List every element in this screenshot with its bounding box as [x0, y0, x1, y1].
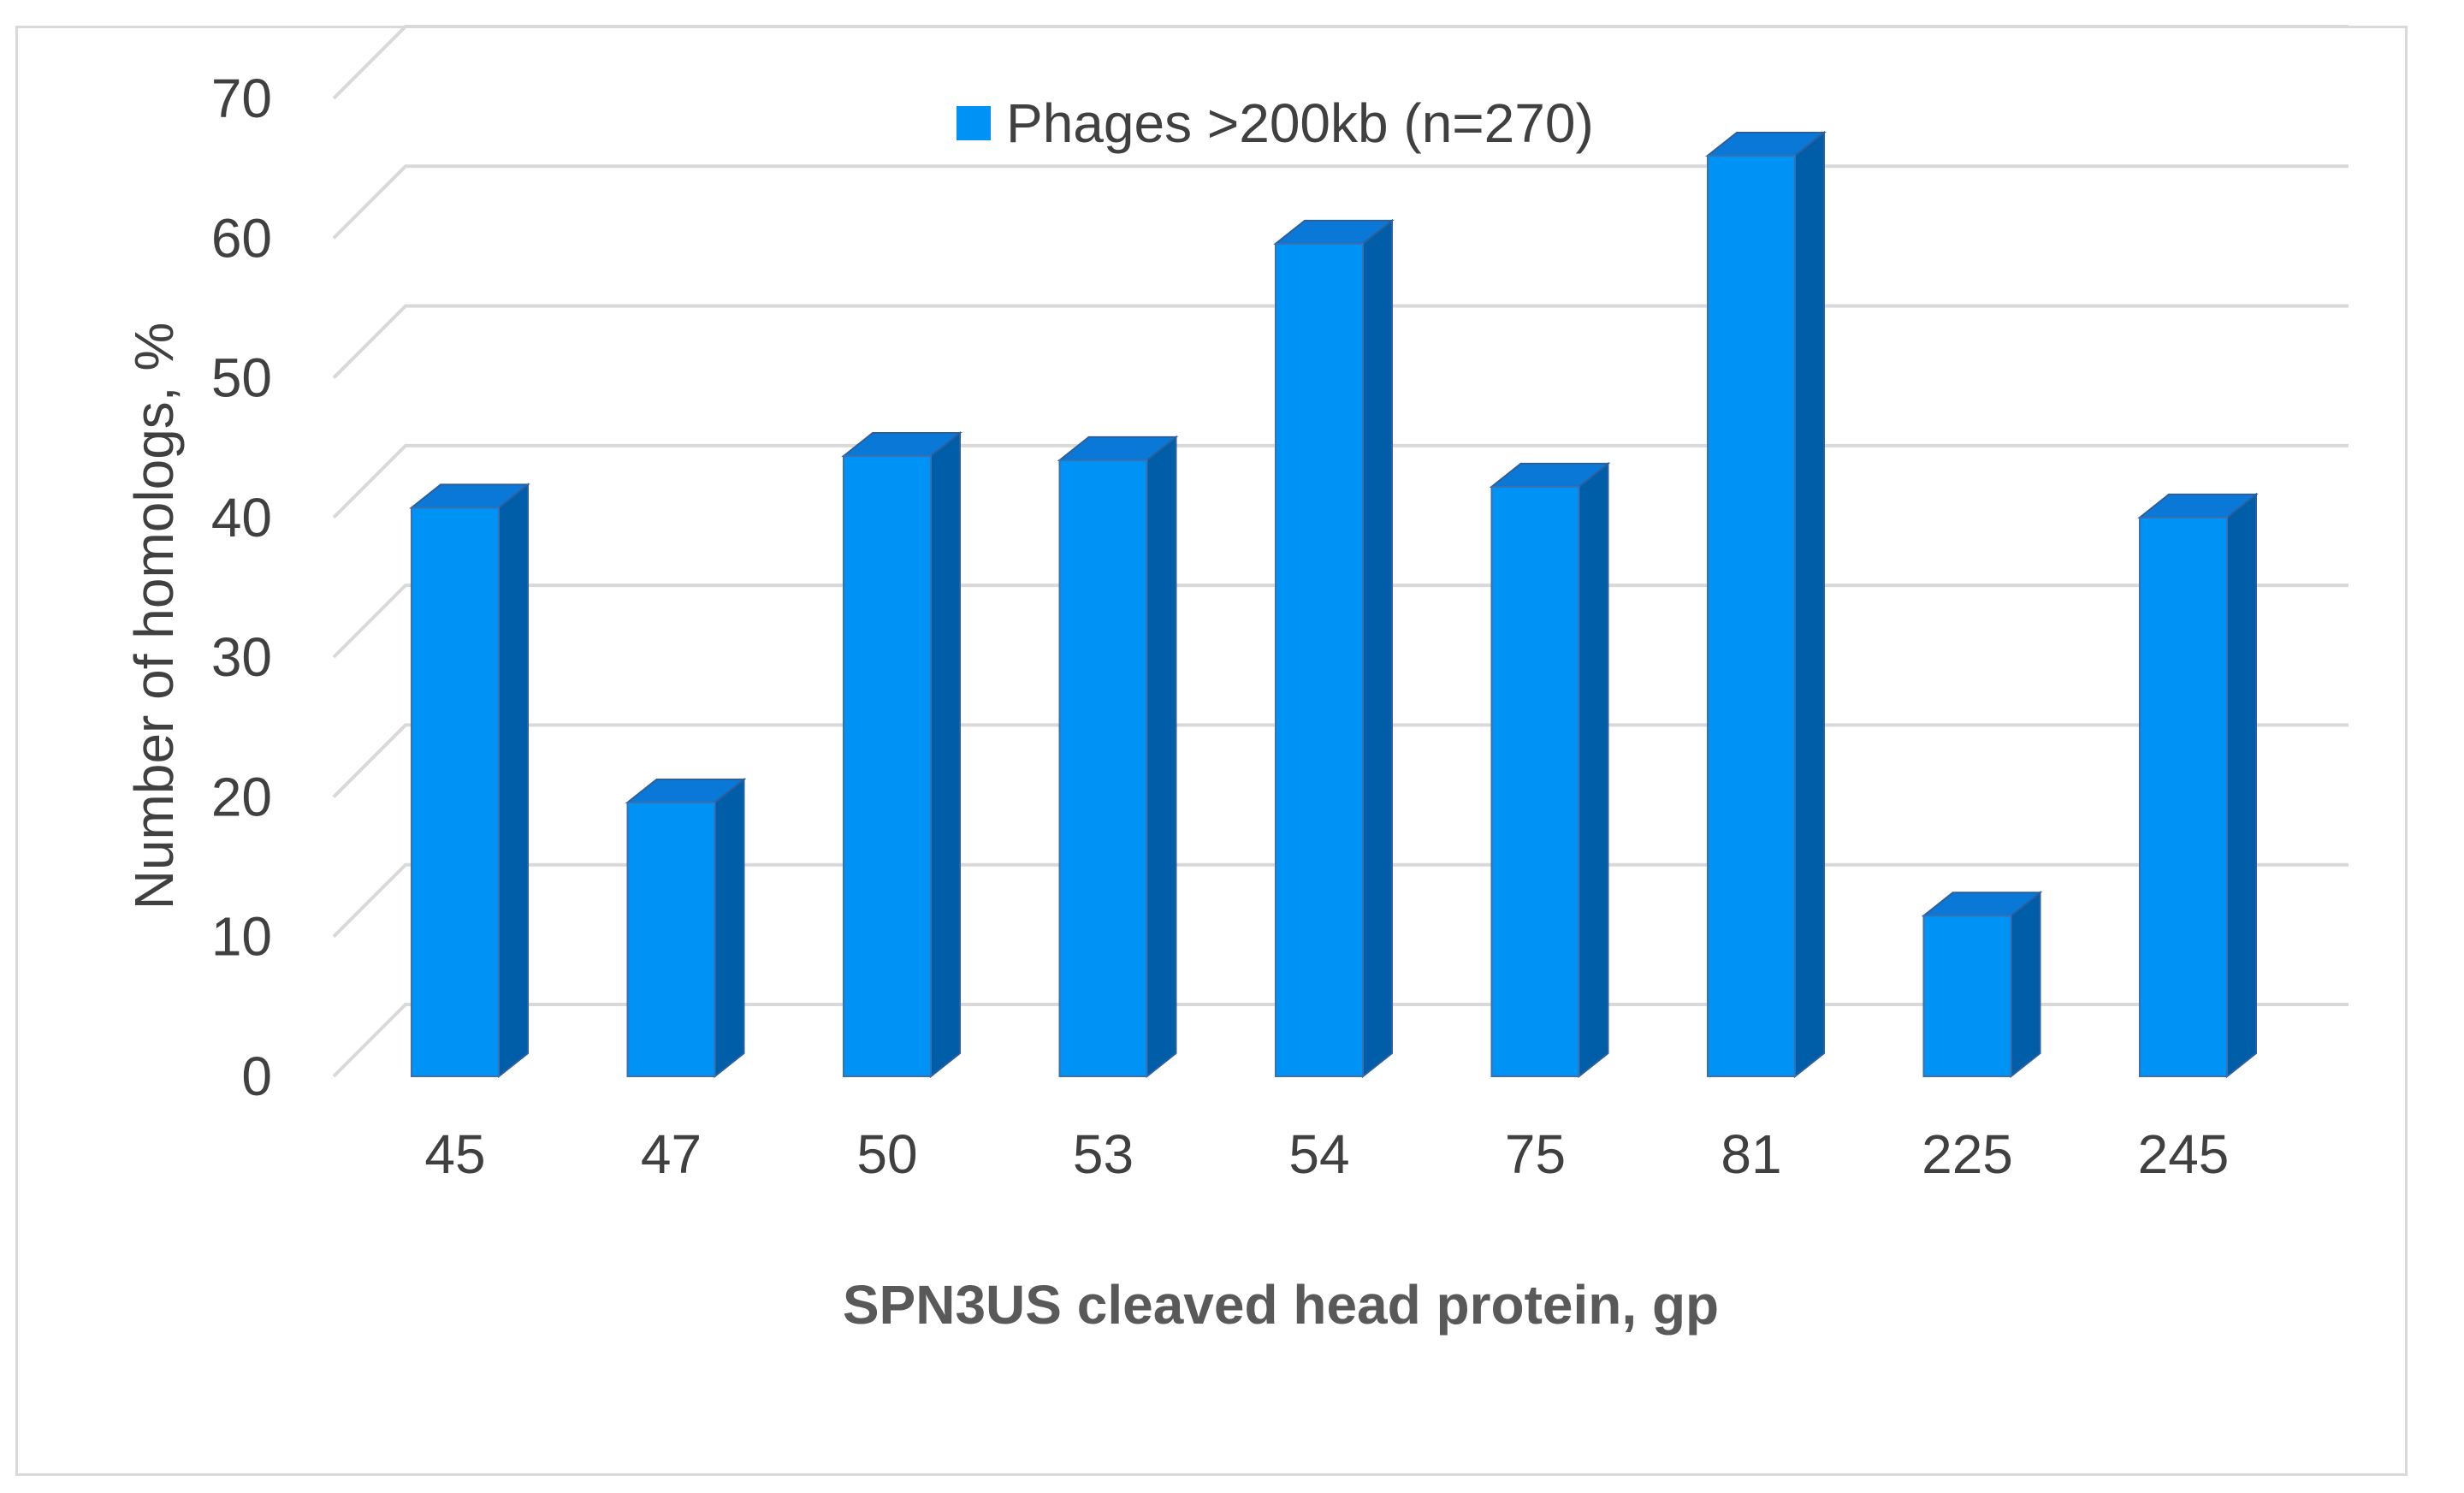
- bar-side: [1362, 218, 1393, 1079]
- x-axis-tick-labels: 45 47 50 53 54 75 81 225 245: [424, 1123, 2229, 1185]
- gridline: [332, 584, 2348, 659]
- y-axis-title: Number of homologs, %: [123, 323, 185, 910]
- x-tick-label: 54: [1288, 1123, 1349, 1185]
- bar-side: [1146, 435, 1177, 1079]
- bar-side: [2010, 891, 2041, 1079]
- x-tick-label: 75: [1505, 1123, 1566, 1185]
- bar-side: [498, 483, 529, 1079]
- y-tick-label: 50: [211, 347, 272, 409]
- bar-front: [1707, 154, 1796, 1077]
- gridlines: [332, 25, 2348, 1078]
- x-axis-title: SPN3US cleaved head protein, gp: [843, 1274, 1719, 1336]
- bar-side: [2226, 492, 2257, 1079]
- y-tick-label: 70: [211, 68, 272, 129]
- y-tick-label: 10: [211, 906, 272, 968]
- x-tick-label: 47: [641, 1123, 702, 1185]
- x-tick-label: 50: [856, 1123, 917, 1185]
- legend-swatch: [957, 106, 991, 140]
- y-tick-label: 60: [211, 207, 272, 269]
- x-tick-label: 225: [1922, 1123, 2013, 1185]
- x-tick-label: 53: [1073, 1123, 1134, 1185]
- gridline: [332, 304, 2348, 379]
- x-tick-label: 245: [2138, 1123, 2230, 1185]
- bar-side: [930, 430, 961, 1079]
- y-tick-label: 0: [241, 1046, 272, 1107]
- bar-front: [2139, 516, 2228, 1077]
- bar: [625, 777, 747, 1079]
- bar-front: [1922, 915, 2012, 1077]
- gridline: [332, 1003, 2348, 1078]
- gridline: [332, 443, 2348, 519]
- bar-front: [1275, 242, 1364, 1077]
- bar-front: [1058, 459, 1148, 1077]
- bar-side: [1578, 461, 1609, 1079]
- gridline: [332, 25, 2348, 100]
- legend: Phages >200kb (n=270): [957, 92, 1594, 154]
- y-tick-label: 30: [211, 626, 272, 688]
- x-tick-label: 45: [424, 1123, 485, 1185]
- y-tick-label: 20: [211, 766, 272, 827]
- bar-front: [1490, 485, 1580, 1077]
- bar: [1489, 461, 1611, 1079]
- x-tick-label: 81: [1721, 1123, 1781, 1185]
- bar: [841, 430, 962, 1079]
- bars: [409, 130, 2259, 1079]
- gridline: [332, 723, 2348, 798]
- bar: [1921, 891, 2043, 1079]
- bar: [409, 483, 530, 1079]
- y-tick-label: 40: [211, 487, 272, 548]
- gridline: [332, 164, 2348, 240]
- legend-label: Phages >200kb (n=270): [1006, 92, 1594, 154]
- y-axis-tick-labels: 0 10 20 30 40 50 60 70: [211, 68, 272, 1107]
- bar: [1705, 130, 1827, 1079]
- bar: [1057, 435, 1179, 1079]
- bar-front: [411, 507, 500, 1077]
- bar-side: [1794, 130, 1825, 1079]
- gridline: [332, 862, 2348, 939]
- bar-front: [626, 801, 716, 1078]
- bar-front: [843, 455, 932, 1077]
- bar-side: [714, 777, 745, 1079]
- bar: [1273, 218, 1395, 1079]
- bar: [2137, 492, 2259, 1079]
